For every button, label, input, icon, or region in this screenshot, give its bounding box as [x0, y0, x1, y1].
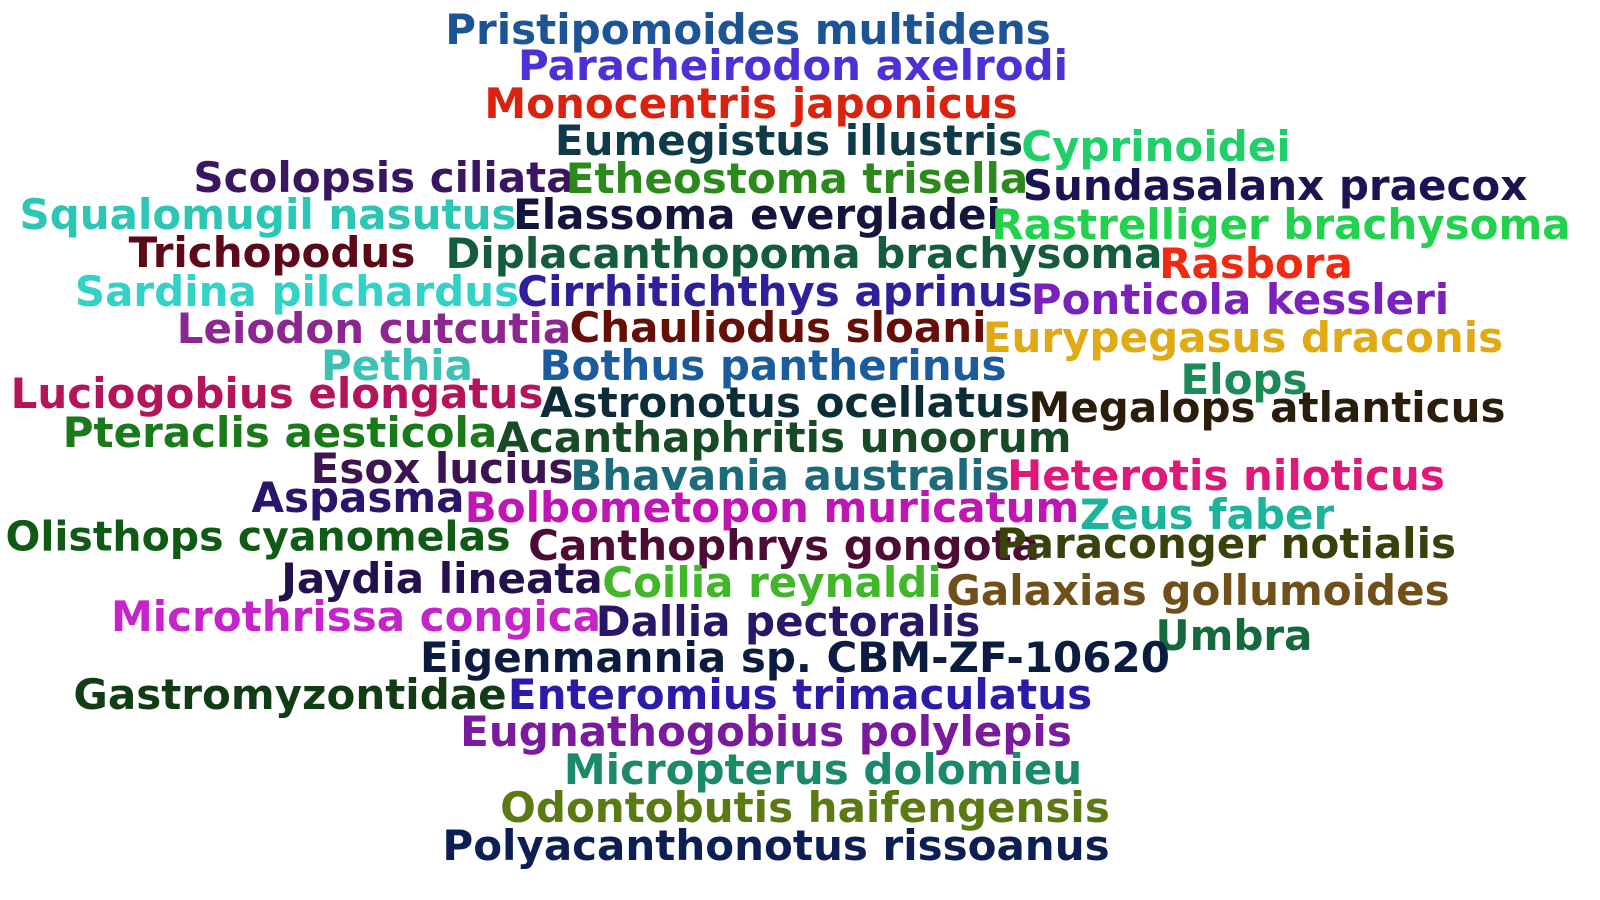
word: Polyacanthonotus rissoanus — [442, 821, 1110, 870]
word: Acanthaphritis unoorum — [496, 413, 1072, 462]
word: Sundasalanx praecox — [1022, 161, 1528, 210]
word: Galaxias gollumoides — [946, 566, 1450, 615]
word: Paraconger notialis — [996, 519, 1456, 568]
word: Astronotus ocellatus — [540, 378, 1030, 427]
word: Rasbora — [1159, 239, 1353, 288]
word: Pteraclis aesticola — [62, 408, 498, 457]
word: Gastromyzontidae — [73, 670, 507, 719]
word: Heterotis niloticus — [1007, 451, 1445, 500]
word: Chauliodus sloani — [569, 303, 987, 352]
word: Eigenmannia sp. CBM-ZF-10620 — [420, 633, 1170, 682]
word: Microthrissa congica — [110, 592, 602, 641]
word: Micropterus dolomieu — [563, 745, 1083, 794]
word: Ponticola kessleri — [1030, 275, 1450, 324]
word: Elops — [1180, 355, 1308, 404]
word: Cirrhitichthys aprinus — [517, 267, 1033, 316]
word: Etheostoma trisella — [565, 154, 1029, 203]
word: Leiodon cutcutia — [176, 304, 572, 353]
word: Olisthops cyanomelas — [5, 512, 511, 561]
word: Scolopsis ciliata — [193, 153, 575, 202]
word: Monocentris japonicus — [484, 79, 1018, 128]
word: Sardina pilchardus — [74, 267, 520, 316]
word: Zeus faber — [1079, 490, 1335, 539]
word: Jaydia lineata — [281, 554, 603, 603]
word: Megalops atlanticus — [1028, 383, 1506, 432]
word: Coilia reynaldi — [602, 558, 942, 607]
word: Bhavania australis — [570, 451, 1010, 500]
word: Odontobutis haifengensis — [500, 783, 1110, 832]
word: Dallia pectoralis — [595, 597, 981, 646]
word: Esox lucius — [310, 444, 574, 493]
word: Umbra — [1155, 611, 1313, 660]
word: Pristipomoides multidens — [445, 5, 1051, 54]
word: Canthophrys gongota — [528, 521, 1040, 570]
word: Eugnathogobius polylepis — [460, 707, 1072, 756]
word: Cyprinoidei — [1021, 122, 1291, 171]
word: Eumegistus illustris — [554, 116, 1024, 165]
word: Paracheirodon axelrodi — [517, 41, 1069, 90]
word: Luciogobius elongatus — [10, 369, 544, 418]
word: Elassoma evergladei — [513, 190, 1001, 239]
word: Bothus pantherinus — [539, 341, 1007, 390]
word: Enteromius trimaculatus — [507, 670, 1093, 719]
word: Rastrelliger brachysoma — [991, 200, 1571, 249]
word: Pethia — [321, 341, 473, 390]
word: Eurypegasus draconis — [982, 313, 1504, 362]
word: Trichopodus — [128, 228, 416, 277]
word: Bolbometopon muricatum — [464, 483, 1080, 532]
word: Squalomugil nasutus — [19, 190, 517, 239]
word: Aspasma — [251, 473, 465, 522]
word: Diplacanthopoma brachysoma — [445, 229, 1163, 278]
